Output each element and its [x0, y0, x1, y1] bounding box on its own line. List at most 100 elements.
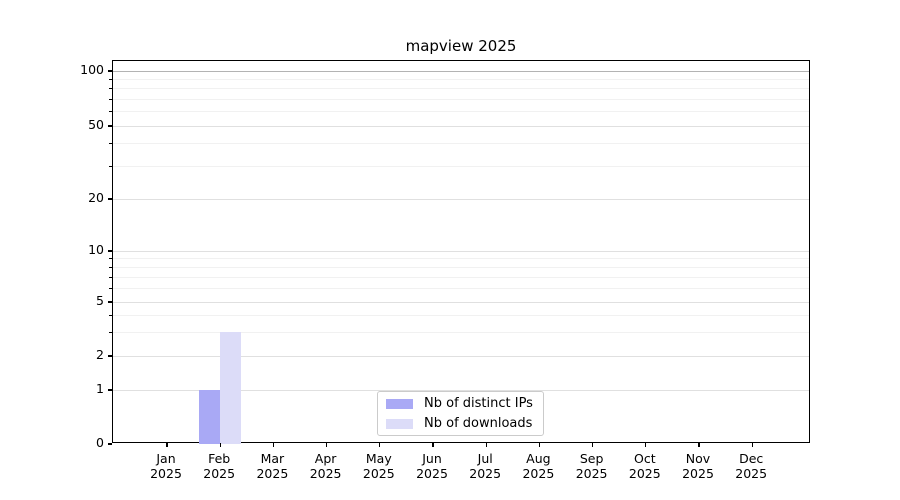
y-tick-label: 50: [88, 117, 104, 132]
y-tick-label: 10: [88, 242, 104, 257]
y-tick-mark: [107, 443, 112, 445]
minor-gridline: [113, 331, 809, 333]
major-gridline: [113, 389, 809, 391]
legend-label-downloads: Nb of downloads: [424, 416, 533, 431]
legend-label-distinct-ips: Nb of distinct IPs: [424, 396, 533, 411]
y-minor-tick-mark: [109, 88, 112, 90]
y-minor-tick-mark: [109, 331, 112, 333]
major-gridline: [113, 70, 809, 72]
y-tick-mark: [107, 250, 112, 252]
legend-entry-distinct-ips: Nb of distinct IPs: [386, 396, 543, 411]
x-tick-year: 2025: [362, 466, 395, 481]
minor-gridline: [113, 98, 809, 100]
y-tick-mark: [107, 70, 112, 72]
major-gridline: [113, 250, 809, 252]
chart-title: mapview 2025: [405, 37, 517, 55]
x-tick-label: Sep 2025: [562, 451, 622, 481]
x-tick-year: 2025: [575, 466, 608, 481]
x-tick-month: Jun: [422, 451, 442, 466]
x-tick-label: Nov 2025: [668, 451, 728, 481]
x-tick-year: 2025: [469, 466, 502, 481]
x-tick-label: Jan 2025: [136, 451, 196, 481]
x-tick-label: Apr 2025: [296, 451, 356, 481]
minor-gridline: [113, 166, 809, 168]
x-tick-month: Dec: [739, 451, 764, 466]
x-tick-month: Mar: [260, 451, 285, 466]
x-tick-mark: [751, 443, 753, 448]
y-minor-tick-mark: [109, 288, 112, 290]
x-tick-year: 2025: [735, 466, 768, 481]
minor-gridline: [113, 314, 809, 316]
minor-gridline: [113, 111, 809, 113]
x-tick-label: Oct 2025: [615, 451, 675, 481]
x-tick-year: 2025: [522, 466, 555, 481]
y-tick-label: 1: [96, 381, 104, 396]
minor-gridline: [113, 88, 809, 90]
y-minor-tick-mark: [109, 266, 112, 268]
minor-gridline: [113, 143, 809, 145]
major-gridline: [113, 355, 809, 357]
x-tick-label: Jun 2025: [402, 451, 462, 481]
y-tick-label: 20: [88, 190, 104, 205]
x-tick-year: 2025: [309, 466, 342, 481]
x-tick-mark: [538, 443, 540, 448]
bar-downloads: [220, 332, 242, 444]
x-tick-mark: [432, 443, 434, 448]
x-tick-label: May 2025: [349, 451, 409, 481]
x-tick-year: 2025: [628, 466, 661, 481]
x-tick-year: 2025: [256, 466, 289, 481]
x-tick-label: Jul 2025: [455, 451, 515, 481]
x-tick-month: Jul: [477, 451, 493, 466]
minor-gridline: [113, 78, 809, 80]
minor-gridline: [113, 288, 809, 290]
y-tick-mark: [107, 355, 112, 357]
y-minor-tick-mark: [109, 78, 112, 80]
legend-entry-downloads: Nb of downloads: [386, 416, 543, 431]
x-tick-label: Feb 2025: [189, 451, 249, 481]
legend: Nb of distinct IPs Nb of downloads: [377, 391, 544, 436]
y-tick-mark: [107, 125, 112, 127]
x-tick-label: Aug 2025: [508, 451, 568, 481]
x-tick-mark: [485, 443, 487, 448]
y-tick-label: 0: [96, 435, 104, 450]
plot-area: [107, 60, 810, 448]
y-tick-label: 5: [96, 293, 104, 308]
major-gridline: [113, 301, 809, 303]
minor-gridline: [113, 276, 809, 278]
minor-gridline: [113, 258, 809, 260]
major-gridline: [113, 125, 809, 127]
x-tick-mark: [326, 443, 328, 448]
x-tick-year: 2025: [203, 466, 236, 481]
y-tick-mark: [107, 301, 112, 303]
x-tick-mark: [272, 443, 274, 448]
x-tick-month: May: [365, 451, 392, 466]
x-tick-month: Aug: [526, 451, 551, 466]
x-tick-month: Feb: [208, 451, 231, 466]
x-tick-label: Dec 2025: [721, 451, 781, 481]
x-tick-month: Nov: [685, 451, 711, 466]
y-minor-tick-mark: [109, 276, 112, 278]
x-tick-year: 2025: [682, 466, 714, 481]
major-gridline: [113, 198, 809, 200]
x-tick-month: Sep: [579, 451, 604, 466]
x-tick-mark: [166, 443, 168, 448]
x-tick-mark: [645, 443, 647, 448]
x-tick-mark: [379, 443, 381, 448]
legend-swatch-downloads: [386, 418, 413, 429]
y-minor-tick-mark: [109, 111, 112, 113]
x-tick-month: Oct: [633, 451, 656, 466]
x-tick-label: Mar 2025: [242, 451, 302, 481]
y-tick-mark: [107, 389, 112, 391]
x-tick-mark: [698, 443, 700, 448]
bar-distinct-ips: [199, 390, 221, 444]
y-minor-tick-mark: [109, 143, 112, 145]
x-tick-year: 2025: [150, 466, 182, 481]
x-tick-month: Apr: [314, 451, 337, 466]
y-minor-tick-mark: [109, 314, 112, 316]
x-tick-mark: [219, 443, 221, 448]
legend-swatch-distinct-ips: [386, 398, 413, 409]
y-minor-tick-mark: [109, 166, 112, 168]
minor-gridline: [113, 266, 809, 268]
x-tick-mark: [592, 443, 594, 448]
